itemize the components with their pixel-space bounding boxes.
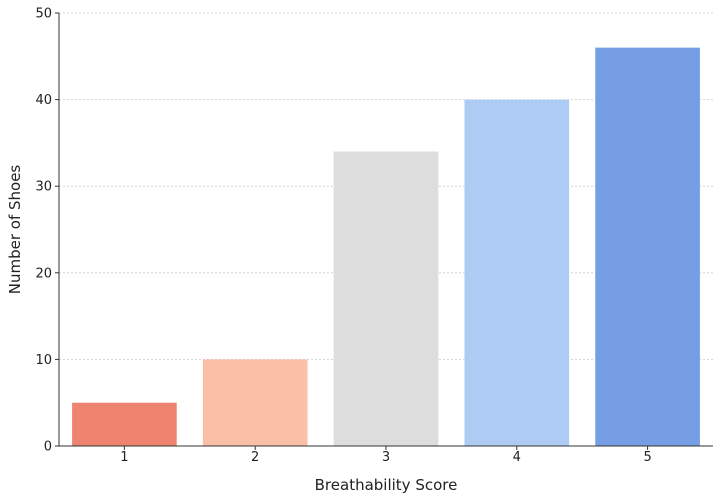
bars: [72, 47, 700, 446]
x-tick-label: 3: [382, 450, 390, 465]
x-tick-label: 2: [251, 450, 259, 465]
x-tick-label: 5: [643, 450, 651, 465]
y-ticks: 0 10 20 30 40 50: [35, 7, 59, 455]
bar-4: [464, 99, 570, 446]
bar-2: [202, 359, 308, 446]
y-tick-label: 0: [44, 440, 52, 455]
bar-3: [333, 151, 439, 446]
y-tick-label: 50: [35, 7, 52, 22]
bar-5: [595, 47, 700, 446]
x-axis-label: Breathability Score: [315, 476, 458, 494]
x-tick-label: 1: [120, 450, 128, 465]
y-axis-label: Number of Shoes: [6, 165, 24, 295]
bar-1: [72, 402, 177, 446]
y-tick-label: 30: [35, 180, 52, 195]
y-tick-label: 40: [35, 93, 52, 108]
x-tick-label: 4: [513, 450, 521, 465]
y-tick-label: 10: [35, 353, 52, 368]
x-ticks: 1 2 3 4 5: [120, 446, 652, 465]
y-tick-label: 20: [35, 266, 52, 281]
